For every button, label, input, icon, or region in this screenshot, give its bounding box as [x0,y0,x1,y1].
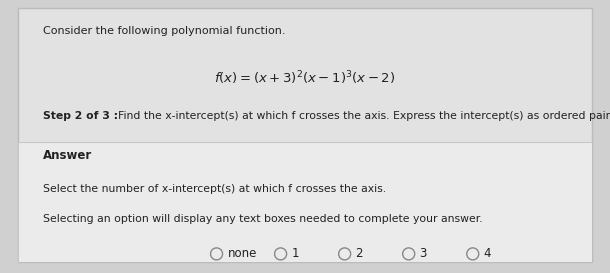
Text: 4: 4 [484,247,491,260]
Text: Answer: Answer [43,149,92,162]
Text: Selecting an option will display any text boxes needed to complete your answer.: Selecting an option will display any tex… [43,214,483,224]
FancyBboxPatch shape [18,8,592,262]
Text: 1: 1 [292,247,299,260]
FancyBboxPatch shape [18,142,592,262]
Text: Consider the following polynomial function.: Consider the following polynomial functi… [43,26,285,36]
Text: Find the x-intercept(s) at which f crosses the axis. Express the intercept(s) as: Find the x-intercept(s) at which f cross… [111,111,610,121]
Text: Step 2 of 3 :: Step 2 of 3 : [43,111,118,121]
Text: none: none [228,247,257,260]
Text: $\mathit{f}(x) = (x + 3)^{2}(x - 1)^{3}(x - 2)$: $\mathit{f}(x) = (x + 3)^{2}(x - 1)^{3}(… [214,70,396,87]
Text: 2: 2 [356,247,363,260]
Text: Select the number of x-intercept(s) at which f crosses the axis.: Select the number of x-intercept(s) at w… [43,184,386,194]
Text: 3: 3 [420,247,427,260]
